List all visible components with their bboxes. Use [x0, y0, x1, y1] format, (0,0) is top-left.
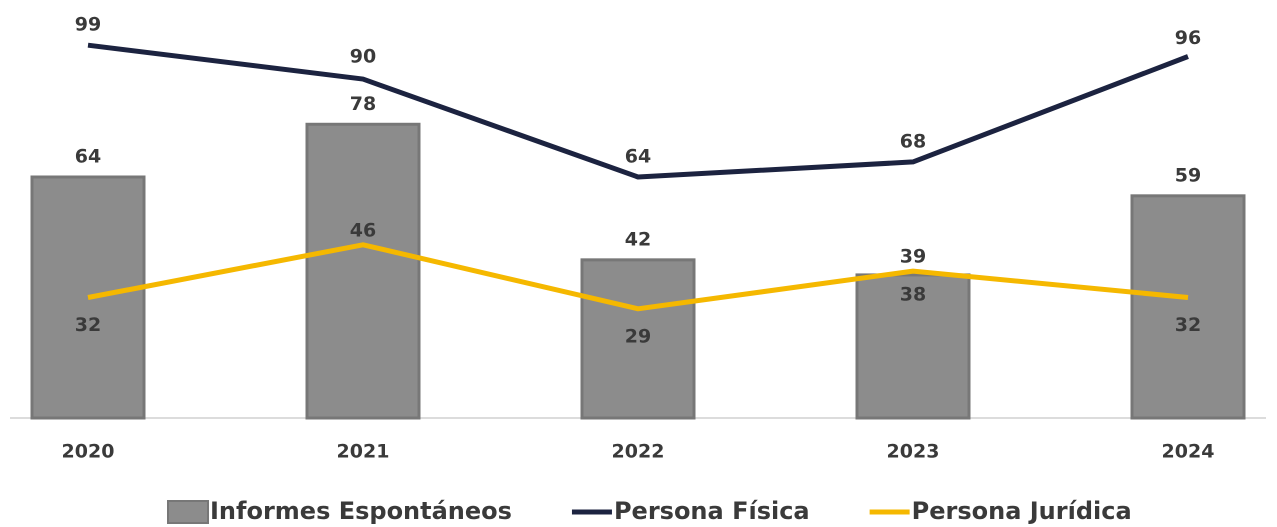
line-value-label: 64: [625, 145, 651, 167]
line-value-label: 32: [75, 314, 101, 336]
line-value-label: 68: [900, 130, 926, 152]
bar: [1130, 194, 1246, 420]
bar-value-label: 38: [900, 283, 926, 305]
legend-label: Informes Espontáneos: [210, 497, 512, 525]
x-tick-label: 2022: [612, 441, 665, 463]
bar: [305, 122, 421, 420]
line: [87, 42, 1189, 180]
line-value-label: 39: [900, 246, 926, 268]
legend-label: Persona Física: [614, 497, 810, 525]
x-tick-label: 2021: [337, 441, 390, 463]
line: [87, 242, 1189, 312]
x-tick-label: 2024: [1162, 441, 1215, 463]
line-value-label: 46: [350, 219, 376, 241]
bar-value-label: 78: [350, 93, 376, 115]
line-value-label: 32: [1175, 314, 1201, 336]
bar-value-label: 59: [1175, 164, 1201, 186]
legend-swatch: [167, 500, 209, 524]
bar: [855, 273, 971, 420]
line-value-label: 29: [625, 325, 651, 347]
bar-value-label: 42: [625, 228, 651, 250]
bar: [580, 258, 696, 420]
line-value-label: 99: [75, 14, 101, 36]
legend: Informes Espontáneos Persona Física Person…: [167, 497, 1132, 525]
legend-label: Persona Jurídica: [912, 497, 1132, 525]
line-value-label: 96: [1175, 27, 1201, 49]
x-tick-label: 2023: [887, 441, 940, 463]
line-value-label: 90: [350, 46, 376, 68]
x-tick-label: 2020: [62, 441, 115, 463]
bar-value-label: 64: [75, 145, 101, 167]
